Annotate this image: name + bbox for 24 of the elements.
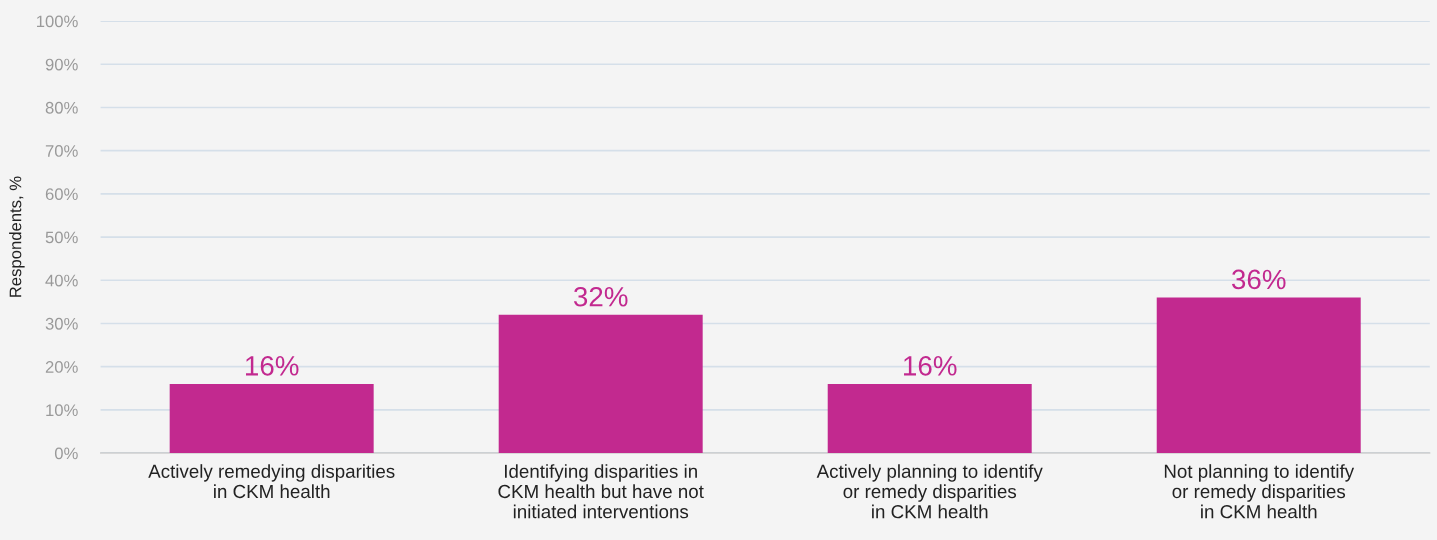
data-label: 36% <box>1231 269 1286 290</box>
data-label: 16% <box>246 356 299 376</box>
y-tick-label: 70% <box>45 145 78 157</box>
y-tick-label: 0% <box>54 447 78 460</box>
x-tick-label: Actively planning to identify or remedy disparities in CKM health <box>816 464 1043 519</box>
y-tick-label: 100% <box>37 15 78 28</box>
y-tick-label: 20% <box>45 361 78 373</box>
y-tick-label: 30% <box>45 317 78 330</box>
y-tick-label: 40% <box>45 274 78 287</box>
bar <box>169 383 374 454</box>
bar <box>498 314 703 454</box>
y-tick-label: 60% <box>45 188 78 201</box>
data-label: 16% <box>904 356 957 376</box>
y-tick-label: 50% <box>45 231 78 244</box>
bar <box>1156 297 1361 454</box>
y-axis-title: Respondents, % <box>9 176 25 297</box>
x-tick-label: Identifying disparities in CKM health but have not initiated interventions <box>498 464 704 519</box>
y-tick-label: 10% <box>46 404 78 417</box>
bar <box>827 383 1032 454</box>
data-label: 32% <box>573 286 628 307</box>
y-tick-label: 90% <box>45 58 78 71</box>
x-tick-label: Actively remedying disparities in CKM health <box>148 464 395 499</box>
x-tick-label: Not planning to identify or remedy disparities in CKM health <box>1164 464 1355 519</box>
y-tick-label: 80% <box>45 101 78 114</box>
